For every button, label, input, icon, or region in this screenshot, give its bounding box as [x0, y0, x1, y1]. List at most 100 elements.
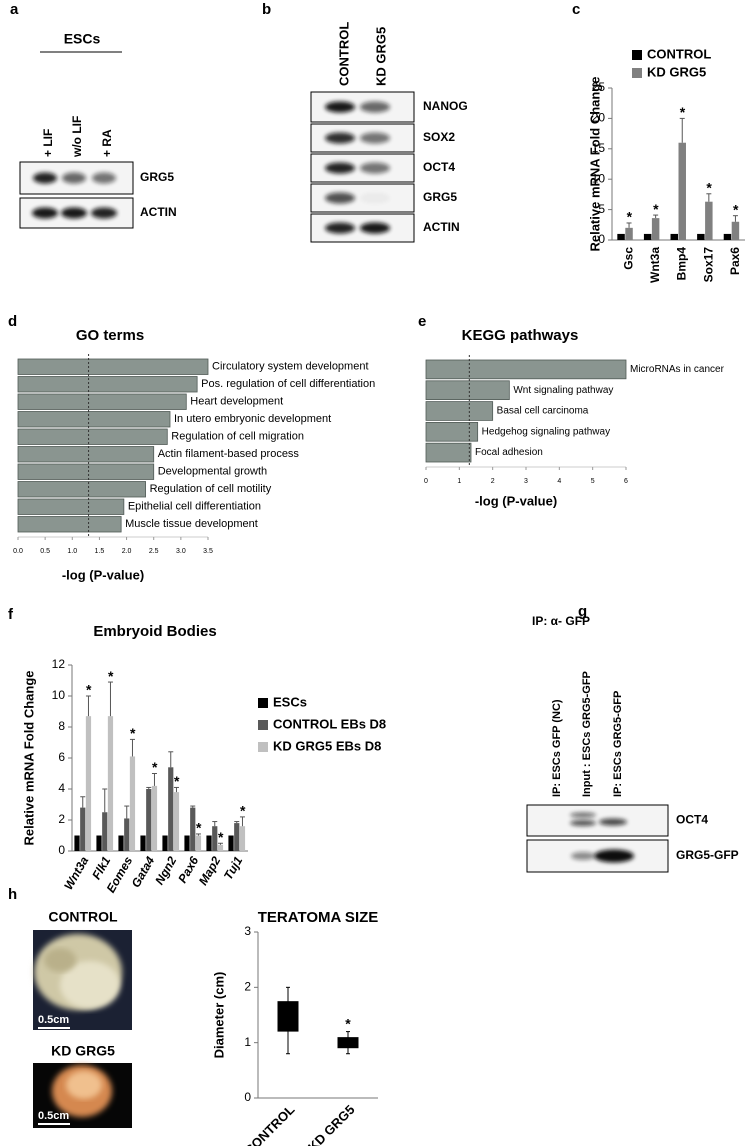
- bar: [17, 481, 146, 498]
- bar: [234, 823, 240, 851]
- box: [337, 1037, 359, 1049]
- blot-band: [360, 222, 390, 234]
- y-tick-label: 10: [592, 171, 606, 185]
- significance: *: [240, 803, 246, 819]
- significance: *: [218, 829, 224, 845]
- bar: [425, 421, 479, 442]
- panel-label: f: [8, 606, 14, 623]
- blot-band: [599, 818, 627, 826]
- bar-label: Actin filament-based process: [158, 448, 300, 460]
- x-tick-label: Bmp4: [675, 247, 689, 281]
- lane-label: IP: ESCs GFP (NC): [551, 699, 563, 797]
- y-tick-label: 6: [58, 750, 65, 764]
- panel-label: e: [418, 313, 426, 330]
- chart-title: TERATOMA SIZE: [258, 909, 379, 926]
- blot-band: [594, 849, 634, 863]
- bar-label: Epithelial cell differentiation: [128, 501, 261, 513]
- lane-label: + LIF: [41, 129, 55, 157]
- significance: *: [733, 201, 739, 217]
- bar: [17, 376, 198, 393]
- significance: *: [653, 201, 659, 217]
- bar: [17, 516, 122, 533]
- bar: [17, 358, 209, 375]
- significance: *: [196, 820, 202, 836]
- bar-label: In utero embryonic development: [174, 413, 331, 425]
- legend-label: KD GRG5 EBs D8: [273, 738, 381, 753]
- blot-frame: [526, 804, 669, 837]
- bar: [425, 380, 510, 400]
- panel-label: b: [262, 1, 271, 18]
- significance: *: [627, 209, 633, 225]
- bar: [168, 767, 174, 851]
- significance: *: [174, 773, 180, 789]
- bar: [17, 428, 168, 445]
- scale-label: 0.5cm: [38, 1014, 69, 1026]
- bar: [643, 233, 652, 240]
- bar: [697, 233, 705, 240]
- y-axis-label: Relative mRNA Fold Change: [21, 670, 36, 845]
- x-tick-label: 5: [591, 478, 595, 485]
- y-tick-label: 2: [244, 980, 251, 994]
- significance: *: [108, 668, 114, 684]
- bar: [140, 835, 146, 851]
- row-label: GRG5: [140, 170, 174, 184]
- x-tick-label: 3: [524, 478, 528, 485]
- row-label: GRG5: [423, 190, 457, 204]
- bar: [731, 221, 740, 240]
- y-tick-label: 2: [58, 812, 65, 826]
- bar: [146, 789, 152, 851]
- blot-band: [62, 172, 86, 184]
- bar: [173, 792, 180, 851]
- bar: [228, 835, 234, 851]
- bar: [17, 393, 187, 410]
- x-tick-label: 0.0: [13, 548, 23, 555]
- bar: [217, 844, 224, 851]
- x-tick-label: 0: [424, 478, 428, 485]
- y-axis-label: Diameter (cm): [211, 972, 226, 1059]
- bar: [151, 785, 158, 851]
- x-tick-label: 1.0: [67, 548, 77, 555]
- bar-label: Wnt signaling pathway: [513, 385, 613, 396]
- legend-swatch: [632, 68, 642, 78]
- bar: [239, 826, 246, 851]
- bar: [206, 835, 212, 851]
- x-tick-label: Sox17: [701, 247, 715, 283]
- bar-label: Heart development: [190, 396, 283, 408]
- blot-band: [325, 101, 355, 113]
- blot-band: [325, 132, 355, 144]
- row-label: SOX2: [423, 130, 455, 144]
- box: [277, 1001, 299, 1032]
- significance: *: [345, 1015, 351, 1031]
- legend-label: CONTROL: [647, 46, 711, 61]
- blot-band: [91, 207, 117, 219]
- bar-label: Focal adhesion: [475, 447, 543, 458]
- photo-kd: [33, 1063, 132, 1128]
- y-tick-label: 5: [598, 202, 605, 216]
- y-axis-label: Relative mRNA Fold Change: [587, 76, 602, 251]
- bar-label: Hedgehog signaling pathway: [482, 426, 610, 437]
- significance: *: [130, 725, 136, 741]
- blot-band: [360, 162, 390, 174]
- bar: [118, 835, 124, 851]
- blot-title: IP: α- GFP: [532, 614, 590, 628]
- x-tick-label: 6: [624, 478, 628, 485]
- photo-control: [33, 930, 132, 1030]
- blot-band: [92, 172, 116, 184]
- blot-band: [33, 172, 57, 184]
- blot-band: [325, 162, 355, 174]
- x-tick-label: 2.5: [149, 548, 159, 555]
- bar: [107, 716, 114, 851]
- blot-band: [571, 852, 595, 860]
- bar-label: Pos. regulation of cell differentiation: [201, 378, 375, 390]
- x-tick-label: 1.5: [95, 548, 105, 555]
- x-tick-label: 4: [557, 478, 561, 485]
- group-label: ESCs: [64, 31, 101, 47]
- bar: [17, 446, 155, 463]
- bar: [678, 142, 686, 240]
- bar-label: Regulation of cell motility: [150, 483, 272, 495]
- significance: *: [152, 759, 158, 775]
- legend-swatch: [632, 50, 642, 60]
- row-label: NANOG: [423, 99, 468, 113]
